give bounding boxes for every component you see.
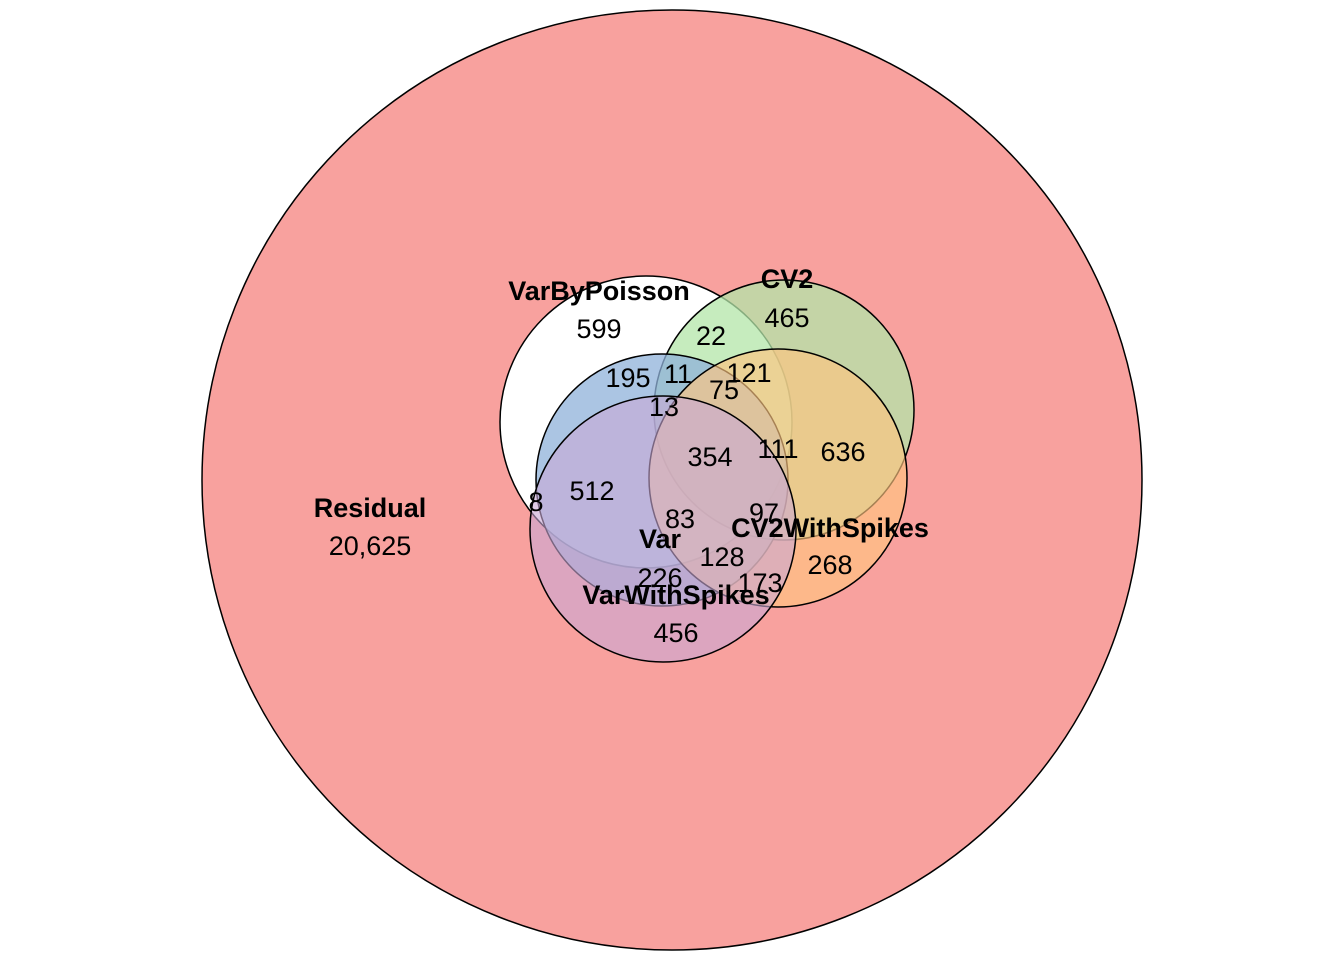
intersection-count: 11: [664, 359, 692, 389]
varwithspikes-circle: [529, 395, 797, 663]
intersection-count: 512: [569, 476, 614, 506]
count-residual: 20,625: [329, 531, 412, 561]
count-cv2: 465: [764, 303, 809, 333]
set-name-varwithspikes: VarWithSpikes: [582, 580, 769, 610]
intersection-count: 636: [820, 437, 865, 467]
intersection-count: 8: [528, 487, 543, 517]
set-name-residual: Residual: [314, 493, 427, 523]
set-name-varbypoisson: VarByPoisson: [508, 276, 690, 306]
intersection-count: 173: [737, 568, 782, 598]
count-var: 226: [637, 563, 682, 593]
set-name-cv2: CV2: [761, 264, 814, 294]
intersection-count: 195: [605, 363, 650, 393]
intersection-count: 75: [709, 375, 739, 405]
intersection-count: 111: [757, 434, 798, 464]
intersection-count: 13: [649, 392, 679, 422]
intersection-count: 22: [696, 321, 726, 351]
set-name-cv2withspikes: CV2WithSpikes: [731, 513, 929, 543]
set-name-var: Var: [639, 524, 682, 554]
intersection-count: 128: [699, 542, 744, 572]
intersection-count: 354: [687, 442, 732, 472]
count-cv2withspikes: 268: [807, 550, 852, 580]
count-varwithspikes: 456: [653, 618, 698, 648]
intersection-count: 121: [726, 358, 771, 388]
count-varbypoisson: 599: [576, 314, 621, 344]
intersection-count: 83: [665, 504, 695, 534]
intersection-count: 97: [749, 498, 779, 528]
